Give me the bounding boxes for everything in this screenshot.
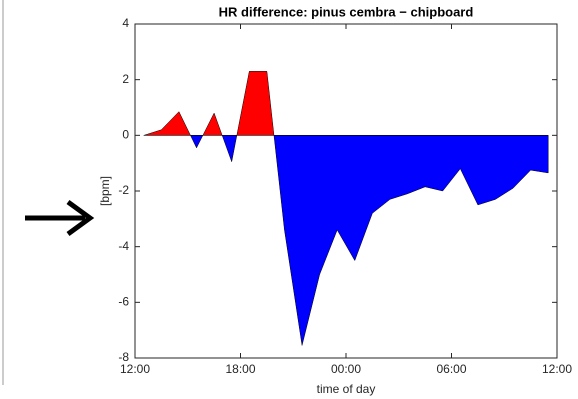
x-tick-label: 12:00	[120, 362, 150, 376]
y-tick-label: -4	[118, 239, 129, 253]
y-tick-label: -6	[118, 295, 129, 309]
chart-title: HR difference: pinus cembra − chipboard	[219, 4, 474, 19]
y-tick-label: -8	[118, 350, 129, 364]
y-axis-label: [bpm]	[98, 176, 112, 206]
x-tick-label: 06:00	[436, 362, 466, 376]
x-tick-label: 00:00	[331, 362, 361, 376]
y-tick-label: 4	[122, 16, 129, 30]
y-tick-label: 2	[122, 72, 129, 86]
y-tick-label: 0	[122, 128, 129, 142]
area	[143, 71, 549, 346]
x-tick-label: 18:00	[225, 362, 255, 376]
arrow-head	[66, 199, 95, 237]
x-axis-label: time of day	[317, 382, 376, 396]
y-tick-label: -2	[118, 183, 129, 197]
x-tick-label: 12:00	[542, 362, 572, 376]
